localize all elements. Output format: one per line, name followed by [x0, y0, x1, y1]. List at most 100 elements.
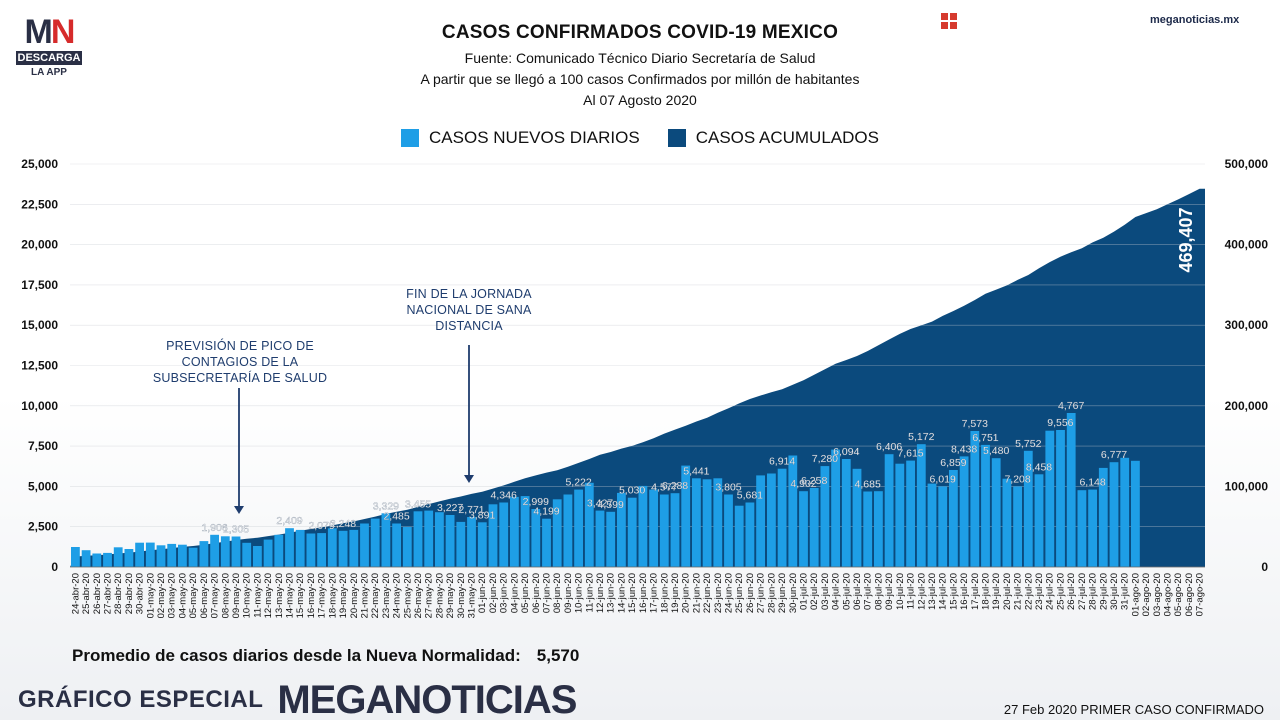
daily-bar — [552, 499, 562, 567]
grid-icon[interactable] — [941, 13, 957, 29]
x-tick-label: 17-may-20 — [317, 573, 328, 618]
x-tick-label: 25-abr-20 — [81, 573, 92, 614]
data-label: 3,455 — [405, 498, 431, 510]
x-tick-label: 16-may-20 — [306, 573, 317, 618]
x-tick-label: 18-jul-20 — [981, 573, 992, 610]
x-tick-label: 13-jun-20 — [606, 573, 617, 613]
daily-bar — [124, 549, 134, 567]
y-left-tick-label: 25,000 — [21, 157, 58, 171]
chart-header: CASOS CONFIRMADOS COVID-19 MEXICO Fuente… — [0, 22, 1280, 108]
y-right-tick-label: 200,000 — [1225, 399, 1269, 413]
data-label: 6,777 — [1101, 449, 1127, 461]
daily-bar — [253, 546, 262, 567]
x-tick-label: 10-jul-20 — [895, 573, 906, 610]
x-tick-label: 12-jul-20 — [916, 573, 927, 610]
data-label: 6,859 — [940, 457, 966, 469]
grafico-especial-label: GRÁFICO ESPECIAL — [18, 686, 264, 713]
data-label: 7,573 — [962, 418, 988, 430]
x-tick-label: 30-jul-20 — [1109, 573, 1120, 610]
x-tick-label: 06-ago-20 — [1184, 573, 1195, 616]
data-label: 2,771 — [458, 504, 484, 516]
x-tick-label: 01-ago-20 — [1130, 573, 1141, 616]
y-left-tick-label: 22,500 — [21, 197, 58, 211]
promedio-line: Promedio de casos diarios desde la Nueva… — [72, 646, 579, 666]
x-tick-label: 06-may-20 — [199, 573, 210, 618]
x-tick-label: 08-jun-20 — [552, 573, 563, 613]
x-tick-label: 21-may-20 — [360, 573, 371, 618]
x-tick-label: 26-jun-20 — [745, 573, 756, 613]
x-tick-label: 10-may-20 — [242, 573, 253, 618]
daily-bar — [1088, 489, 1097, 567]
legend-label-cumulative: CASOS ACUMULADOS — [695, 128, 879, 147]
x-tick-label: 29-abr-20 — [124, 573, 135, 614]
x-tick-label: 15-may-20 — [295, 573, 306, 618]
daily-bar — [852, 468, 862, 567]
daily-bar — [113, 547, 123, 567]
x-tick-label: 10-jun-20 — [574, 573, 585, 613]
daily-bar — [927, 483, 937, 567]
x-tick-label: 22-may-20 — [370, 573, 381, 618]
footer-brand: GRÁFICO ESPECIAL MEGANOTICIAS — [0, 678, 577, 722]
daily-bar — [167, 543, 177, 567]
x-tick-label: 28-abr-20 — [113, 573, 124, 614]
daily-bar — [370, 518, 380, 567]
data-label: 5,172 — [908, 431, 934, 443]
data-label: 4,577 — [651, 482, 677, 494]
data-label: 5,752 — [1015, 438, 1041, 450]
x-tick-label: 05-jun-20 — [520, 573, 531, 613]
data-label: 4,199 — [533, 506, 559, 518]
daily-bar — [670, 493, 680, 567]
daily-bar — [649, 489, 658, 567]
daily-bar — [949, 470, 958, 567]
x-tick-label: 27-abr-20 — [103, 573, 114, 614]
x-tick-label: 13-may-20 — [274, 573, 285, 618]
daily-bar — [477, 522, 487, 567]
data-label: 6,019 — [930, 473, 956, 485]
daily-bar — [627, 497, 637, 567]
x-tick-label: 23-jun-20 — [713, 573, 724, 613]
daily-bar — [745, 502, 755, 567]
x-tick-label: 24-jun-20 — [724, 573, 735, 613]
x-tick-label: 01-may-20 — [145, 573, 156, 618]
x-tick-label: 12-may-20 — [263, 573, 274, 618]
daily-bar — [188, 547, 198, 567]
x-tick-label: 13-jul-20 — [927, 573, 938, 610]
data-label: 4,599 — [598, 499, 624, 511]
daily-bar — [638, 485, 648, 567]
data-label: 4,685 — [855, 479, 881, 491]
total-cumulative-label: 469,407 — [1176, 207, 1196, 272]
daily-bar — [92, 553, 102, 567]
x-tick-label: 26-jul-20 — [1066, 573, 1077, 610]
data-label: 4,902 — [790, 478, 816, 490]
daily-bar — [295, 529, 305, 567]
x-tick-label: 23-may-20 — [381, 573, 392, 618]
data-label: 9,556 — [1047, 417, 1073, 429]
data-label: 6,094 — [833, 446, 859, 458]
daily-bar — [713, 478, 723, 567]
x-tick-label: 27-jul-20 — [1077, 573, 1088, 610]
x-tick-label: 02-may-20 — [156, 573, 167, 618]
y-right-tick-label: 100,000 — [1225, 479, 1269, 493]
daily-bar — [220, 536, 230, 567]
daily-bar — [1120, 457, 1130, 567]
x-tick-label: 07-jun-20 — [542, 573, 553, 613]
daily-bar — [349, 529, 359, 567]
data-label: 3,227 — [437, 502, 463, 514]
peak-arrow-head — [234, 506, 244, 514]
x-tick-label: 06-jun-20 — [531, 573, 542, 613]
chart-legend: CASOS NUEVOS DIARIOS CASOS ACUMULADOS — [0, 128, 1280, 148]
y-left-tick-label: 7,500 — [28, 439, 58, 453]
daily-bar — [1131, 460, 1140, 567]
x-tick-label: 16-jun-20 — [638, 573, 649, 613]
x-tick-label: 27-jun-20 — [756, 573, 767, 613]
data-label: 5,222 — [565, 477, 591, 489]
x-tick-label: 20-may-20 — [349, 573, 360, 618]
daily-bar — [702, 479, 712, 567]
x-tick-label: 05-jul-20 — [841, 573, 852, 610]
daily-bar — [938, 486, 948, 567]
daily-bar — [145, 542, 155, 567]
x-tick-label: 11-may-20 — [252, 573, 263, 618]
site-link[interactable]: meganoticias.mx — [1150, 14, 1240, 26]
promedio-label: Promedio de casos diarios desde la Nueva… — [72, 646, 521, 665]
